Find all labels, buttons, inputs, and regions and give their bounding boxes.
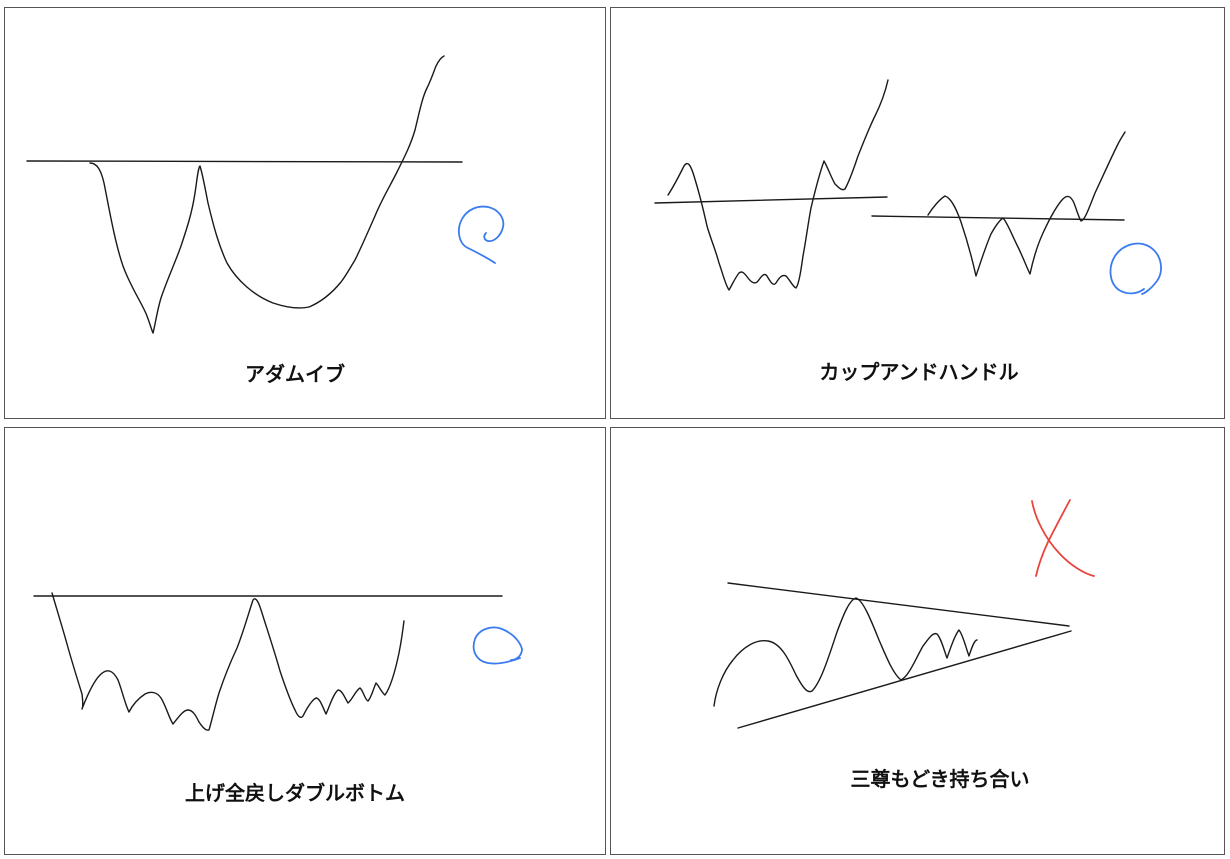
price-line-left	[667, 79, 889, 291]
ng-mark-stroke-1	[1031, 500, 1095, 577]
panel-double-bottom: 上げ全戻しダブルボトム	[4, 427, 606, 855]
caption: カップアンドハンドル	[819, 360, 1019, 384]
double-bottom-sketch	[33, 592, 523, 731]
triangle-sketch	[713, 499, 1095, 729]
neckline	[26, 160, 463, 163]
adam-eve-sketch	[26, 55, 505, 334]
neckline-left	[654, 196, 888, 204]
ok-mark	[1109, 242, 1162, 295]
caption: 三尊もどき持ち合い	[850, 767, 1030, 791]
caption: アダムイブ	[245, 362, 345, 386]
panel-triangle-consolidation: 三尊もどき持ち合い	[610, 427, 1225, 855]
price-line	[713, 597, 978, 707]
caption: 上げ全戻しダブルボトム	[185, 781, 405, 805]
price-line	[89, 55, 445, 334]
price-line	[51, 592, 405, 731]
lower-trendline	[737, 630, 1072, 729]
ng-mark-stroke-2	[1035, 499, 1071, 577]
panel-adam-eve: アダムイブ	[4, 7, 606, 419]
panel-cup-and-handle: カップアンドハンドル	[610, 7, 1225, 419]
neckline-right	[871, 215, 1125, 221]
cup-and-handle-sketch	[654, 79, 1162, 295]
upper-trendline	[727, 582, 1070, 627]
ok-mark	[472, 626, 523, 665]
ok-mark	[457, 205, 505, 264]
price-line-right	[927, 131, 1126, 277]
